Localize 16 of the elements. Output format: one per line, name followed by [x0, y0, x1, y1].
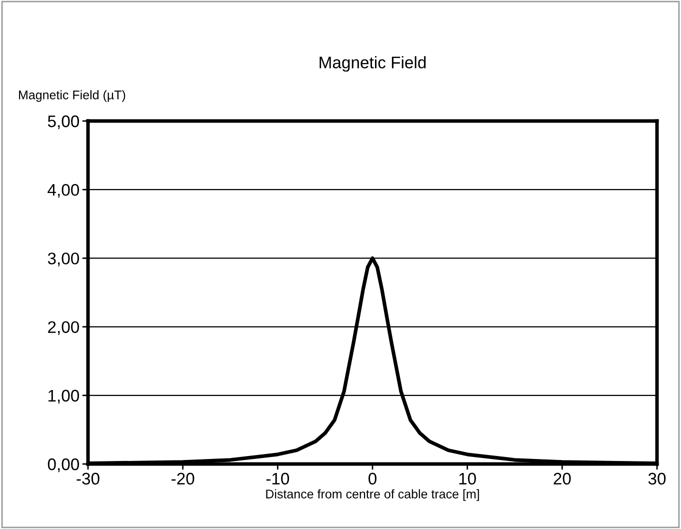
y-axis-title: Magnetic Field (µT)	[19, 90, 126, 102]
x-tick-label: 20	[554, 472, 571, 485]
y-tick-label: 4,00	[48, 184, 80, 198]
x-tick-label: -30	[76, 472, 100, 485]
x-tick-label: 10	[459, 472, 476, 485]
y-tick-label: 1,00	[48, 390, 80, 404]
x-tick-label: 0	[368, 472, 376, 485]
x-tick-label: -20	[172, 472, 194, 485]
y-tick-label: 3,00	[48, 252, 80, 266]
x-tick-label: 30	[648, 472, 666, 485]
x-tick-label: -10	[266, 472, 290, 485]
chart-title: Magnetic Field	[320, 56, 426, 72]
y-tick-label: 2,00	[48, 321, 80, 335]
y-tick-label: 0,00	[48, 458, 80, 472]
y-tick-label: 5,00	[48, 115, 80, 130]
x-axis-title: Distance from centre of cable trace [m]	[266, 489, 479, 501]
